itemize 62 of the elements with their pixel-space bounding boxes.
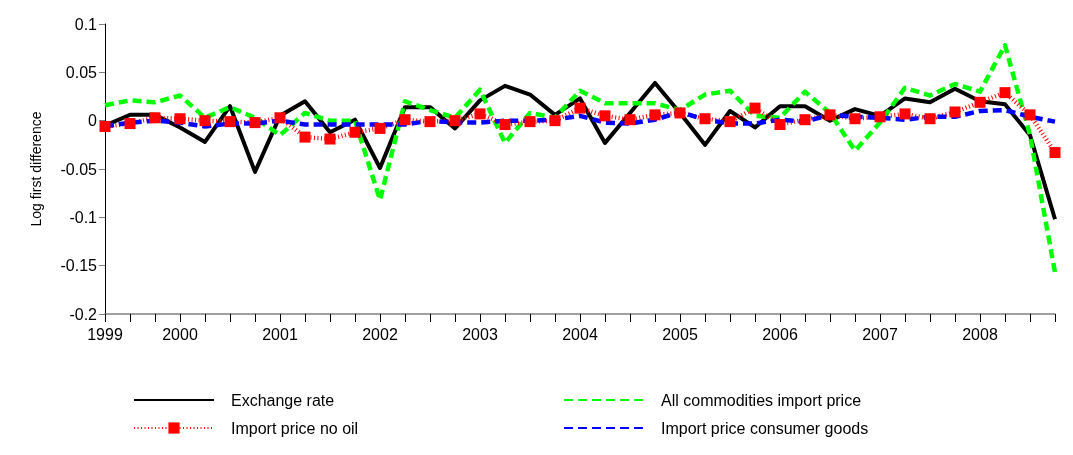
x-tick-label: 1999: [87, 325, 123, 343]
point: [349, 126, 361, 138]
point: [774, 119, 786, 131]
point: [224, 116, 236, 128]
y-tick-label: -0.2: [69, 305, 98, 323]
line-series: [102, 43, 1058, 275]
point: [549, 115, 561, 127]
point: [999, 87, 1011, 99]
point: [574, 102, 586, 114]
x-tick-label: 2005: [662, 325, 698, 343]
x-tick-label: 2002: [362, 325, 398, 343]
point: [124, 118, 136, 130]
x-tick-label: 2006: [762, 325, 798, 343]
point: [599, 110, 611, 122]
point: [974, 96, 986, 108]
point: [1049, 147, 1061, 159]
point: [724, 116, 736, 128]
x-tick-label: 2001: [262, 325, 298, 343]
point: [199, 115, 211, 127]
y-tick-label: -0.1: [69, 208, 98, 226]
point: [474, 108, 486, 120]
point: [174, 113, 186, 125]
y-tick-label: 0.1: [74, 15, 98, 33]
point: [299, 131, 311, 143]
y-tick-label: -0.05: [60, 160, 98, 178]
point: [799, 114, 811, 126]
y-tick-label: 0: [88, 112, 98, 130]
point: [249, 117, 261, 129]
x-tick-label: 2008: [962, 325, 998, 343]
x-tick-label: 2007: [862, 325, 898, 343]
x-tick-label: 2000: [162, 325, 198, 343]
point: [374, 122, 386, 134]
point: [424, 116, 436, 128]
point: [524, 116, 536, 128]
legend-label: Import price no oil: [231, 419, 359, 437]
point: [674, 107, 686, 119]
point: [99, 120, 111, 132]
legend-label: All commodities import price: [661, 391, 862, 409]
point: [149, 112, 161, 124]
point: [399, 114, 411, 126]
x-tick-label: 2003: [462, 325, 498, 343]
point: [849, 113, 861, 125]
y-tick-label: 0.05: [65, 63, 98, 81]
point: [499, 119, 511, 131]
point: [1024, 109, 1036, 121]
y-axis-title: Log first difference: [28, 111, 44, 227]
point: [624, 114, 636, 126]
point: [874, 111, 886, 123]
point: [649, 109, 661, 121]
point: [274, 112, 286, 124]
point: [899, 108, 911, 120]
point: [924, 113, 936, 125]
point: [699, 113, 711, 125]
point: [449, 115, 461, 127]
y-tick-label: -0.15: [60, 257, 98, 275]
point: [824, 109, 836, 121]
legend-label: Import price consumer goods: [661, 419, 869, 437]
x-tick-label: 2004: [562, 325, 598, 343]
point: [324, 133, 336, 145]
legend-label: Exchange rate: [231, 391, 335, 409]
point: [749, 102, 761, 114]
point: [949, 106, 961, 118]
